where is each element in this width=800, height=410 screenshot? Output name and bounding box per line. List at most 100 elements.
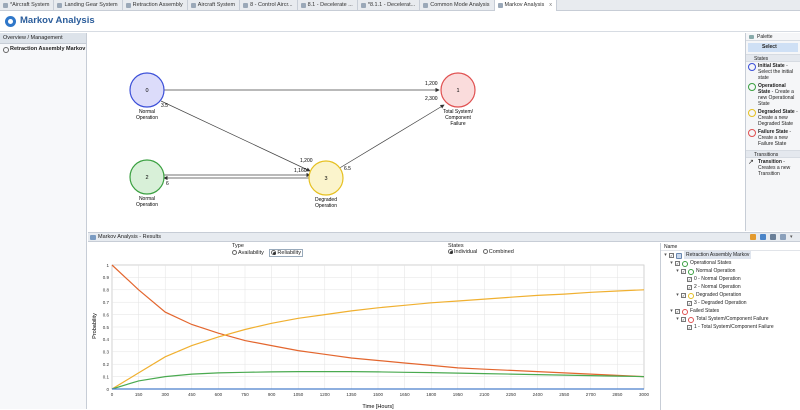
tree-node-label: Retraction Assembly Markov xyxy=(684,251,752,259)
tab-1[interactable]: Landing Gear System xyxy=(54,0,123,11)
tab-label: *Aircraft System xyxy=(10,2,50,8)
palette-title[interactable]: Palette xyxy=(746,33,800,41)
tree-checkbox[interactable]: ✓ xyxy=(675,309,680,314)
reliability-radio[interactable]: Reliability xyxy=(269,249,303,257)
series-line-1 xyxy=(111,289,645,390)
palette-state-2[interactable]: Degraded State - Create a new Degraded S… xyxy=(746,108,800,128)
tree-node[interactable]: ▾ ✓ Normal Operation xyxy=(661,267,800,275)
series-line-2 xyxy=(111,370,645,390)
tab-8[interactable]: Markov Analysis x xyxy=(494,0,558,11)
edge-3-1[interactable] xyxy=(337,104,445,170)
tree-node[interactable]: ▾ ✓ Retraction Assembly Markov xyxy=(661,251,800,259)
page-title: Markov Analysis xyxy=(20,15,95,26)
state-label: Normal xyxy=(139,196,155,202)
state-label: Normal xyxy=(139,109,155,115)
export-image-icon[interactable] xyxy=(760,234,766,240)
transition-tool[interactable]: ↗ Transition - Creates a new Transition xyxy=(748,159,791,177)
state-circle-icon xyxy=(682,308,688,315)
state-circle-icon xyxy=(748,109,756,117)
palette-state-1[interactable]: Operational State - Create a new Operati… xyxy=(746,82,800,108)
retraction-assembly-markov-item[interactable]: Retraction Assembly Markov xyxy=(0,44,86,55)
y-tick-label: 0.9 xyxy=(103,275,110,280)
tree-column-name[interactable]: Name xyxy=(661,243,800,251)
tree-checkbox[interactable]: ✓ xyxy=(681,269,686,274)
close-tab-icon[interactable]: x xyxy=(549,2,553,8)
y-tick-label: 0.3 xyxy=(103,350,110,355)
x-tick-label: 1500 xyxy=(373,392,384,397)
palette-state-0[interactable]: Initial State - Select the initial state xyxy=(746,62,800,82)
tree-node-label: 2 - Normal Operation xyxy=(694,284,741,290)
tree-node[interactable]: ▾ ✓ Total System/Component Failure xyxy=(661,315,800,323)
transition-tool-desc: Creates a new Transition xyxy=(758,165,791,177)
tree-node[interactable]: ▾ ✓ Operational States xyxy=(661,259,800,267)
tree-checkbox[interactable]: ✓ xyxy=(669,253,674,258)
individual-radio-icon xyxy=(448,249,453,255)
state-label: Degraded xyxy=(315,197,337,203)
markov-diagram-canvas[interactable]: 1,200 2,300 3.5 1,200 1,160 6.5 6 0 Norm… xyxy=(88,33,744,231)
x-tick-label: 1200 xyxy=(320,392,331,397)
tab-0[interactable]: *Aircraft System xyxy=(0,0,55,11)
state-label: Operation xyxy=(136,202,158,208)
tab-7[interactable]: Common Mode Analysis xyxy=(420,0,495,11)
tab-4[interactable]: 8 - Control Aircr... xyxy=(240,0,298,11)
palette-state-name: Operational State xyxy=(758,83,786,95)
editor-tab-bar: *Aircraft System Landing Gear System Retra… xyxy=(0,0,800,11)
tree-node[interactable]: ▾ ✓ Degraded Operation xyxy=(661,291,800,299)
tree-node[interactable]: ✓ 0 - Normal Operation xyxy=(661,275,800,283)
tree-node[interactable]: ▾ ✓ Failed States xyxy=(661,307,800,315)
tab-label: *8.1.1 - Decelerat... xyxy=(367,2,416,8)
tree-checkbox[interactable]: ✓ xyxy=(687,285,692,290)
tree-checkbox[interactable]: ✓ xyxy=(687,325,692,330)
state-node-0[interactable]: 0 Normal Operation xyxy=(129,72,165,121)
tab-2[interactable]: Retraction Assembly xyxy=(123,0,188,11)
select-tool[interactable]: Select xyxy=(748,43,798,52)
y-tick-label: 0 xyxy=(106,387,109,392)
tab-6[interactable]: *8.1.1 - Decelerat... xyxy=(358,0,421,11)
tree-node[interactable]: ✓ 2 - Normal Operation xyxy=(661,283,800,291)
tree-checkbox[interactable]: ✓ xyxy=(675,261,680,266)
tree-checkbox[interactable]: ✓ xyxy=(687,277,692,282)
markov-model-icon xyxy=(676,252,682,259)
tab-5[interactable]: 8.1 - Decelerate ... xyxy=(298,0,358,11)
state-circle-icon xyxy=(688,268,694,275)
tab-3[interactable]: Aircraft System xyxy=(188,0,241,11)
expand-toggle-icon[interactable]: ▾ xyxy=(664,252,667,258)
state-circle-icon xyxy=(688,316,694,323)
individual-radio[interactable]: Individual xyxy=(448,249,477,255)
availability-radio[interactable]: Availability xyxy=(232,250,264,256)
tab-label: Aircraft System xyxy=(197,2,236,8)
view-menu-icon[interactable]: ▾ xyxy=(790,234,793,240)
tree-node-label: 1 - Total System/Component Failure xyxy=(694,324,774,330)
expand-toggle-icon[interactable]: ▾ xyxy=(676,292,679,298)
tab-label: Markov Analysis xyxy=(504,2,545,8)
edge-label: 6.5 xyxy=(344,166,351,172)
tree-checkbox[interactable]: ✓ xyxy=(687,301,692,306)
expand-toggle-icon[interactable]: ▾ xyxy=(676,316,679,322)
edge-0-3[interactable] xyxy=(160,100,311,172)
tab-label: Retraction Assembly xyxy=(132,2,183,8)
palette-states-section[interactable]: States xyxy=(746,54,800,62)
type-label: Type xyxy=(232,243,244,249)
tree-node-label: Normal Operation xyxy=(696,268,736,274)
state-node-3[interactable]: 3 Degraded Operation xyxy=(308,160,344,209)
expand-toggle-icon[interactable]: ▾ xyxy=(676,268,679,274)
overview-management-header[interactable]: Overview / Management xyxy=(0,33,86,44)
tree-checkbox[interactable]: ✓ xyxy=(681,317,686,322)
state-node-1[interactable]: 1 Total System/ Component Failure xyxy=(440,72,476,127)
expand-toggle-icon[interactable]: ▾ xyxy=(670,308,673,314)
expand-toggle-icon[interactable]: ▾ xyxy=(670,260,673,266)
state-circle-icon xyxy=(748,63,756,71)
maximize-icon[interactable] xyxy=(780,234,786,240)
refresh-icon[interactable] xyxy=(750,234,756,240)
palette-state-3[interactable]: Failure State - Create a new Failure Sta… xyxy=(746,128,800,148)
transition-arrow-icon: ↗ xyxy=(748,159,754,166)
palette-transitions-section[interactable]: Transitions xyxy=(746,150,800,158)
combined-radio[interactable]: Combined xyxy=(482,249,514,255)
tree-node[interactable]: ✓ 1 - Total System/Component Failure xyxy=(661,323,800,331)
tree-checkbox[interactable]: ✓ xyxy=(681,293,686,298)
x-tick-label: 2850 xyxy=(612,392,623,397)
markov-logo-icon xyxy=(5,16,16,27)
export-data-icon[interactable] xyxy=(770,234,776,240)
state-node-2[interactable]: 2 Normal Operation xyxy=(129,159,165,208)
tree-node[interactable]: ✓ 3 - Degraded Operation xyxy=(661,299,800,307)
